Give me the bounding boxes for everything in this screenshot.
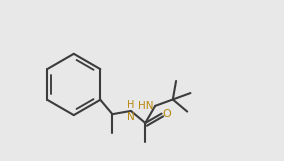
Text: O: O bbox=[163, 109, 172, 119]
Text: N: N bbox=[127, 112, 135, 122]
Text: H: H bbox=[127, 100, 135, 110]
Text: HN: HN bbox=[139, 101, 154, 111]
